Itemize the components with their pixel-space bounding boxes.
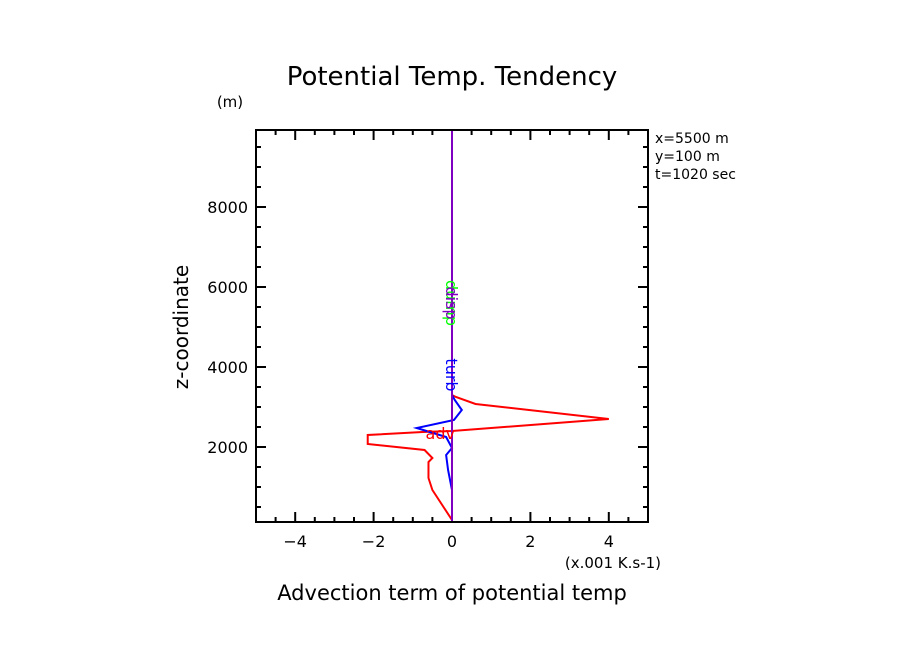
x-tick-label: −4 [283,532,307,551]
y-tick-label: 4000 [207,358,248,377]
series-adv-line [366,130,609,521]
x-units: (x.001 K.s-1) [565,554,661,572]
info-line: x=5500 m [655,131,729,147]
info-line: t=1020 sec [655,167,736,183]
x-axis-label: Advection term of potential temp [277,581,627,605]
plot-frame [255,129,649,523]
y-axis-label: z-coordinate [169,265,193,389]
series-turb-label: turb [442,358,461,391]
info-box: x=5500 m y=100 m t=1020 sec [655,131,736,183]
series-adv-label: adv [426,424,455,443]
series-turb-line [412,130,464,520]
y-units: (m) [217,93,243,111]
x-tick-label: 2 [525,532,535,551]
y-tick-label: 8000 [207,198,248,217]
series-disp-label: disp [442,286,461,319]
chart-title: Potential Temp. Tendency [287,62,618,92]
y-tick-label: 6000 [207,278,248,297]
x-tick-label: −2 [362,532,386,551]
info-line: y=100 m [655,149,720,165]
y-tick-label: 2000 [207,438,248,457]
axis-ticks: −4 −2 0 2 4 2000 4000 6000 8000 [207,130,649,551]
series-dump-label: dump [442,280,461,326]
x-tick-label: 4 [604,532,614,551]
x-tick-label: 0 [447,532,457,551]
